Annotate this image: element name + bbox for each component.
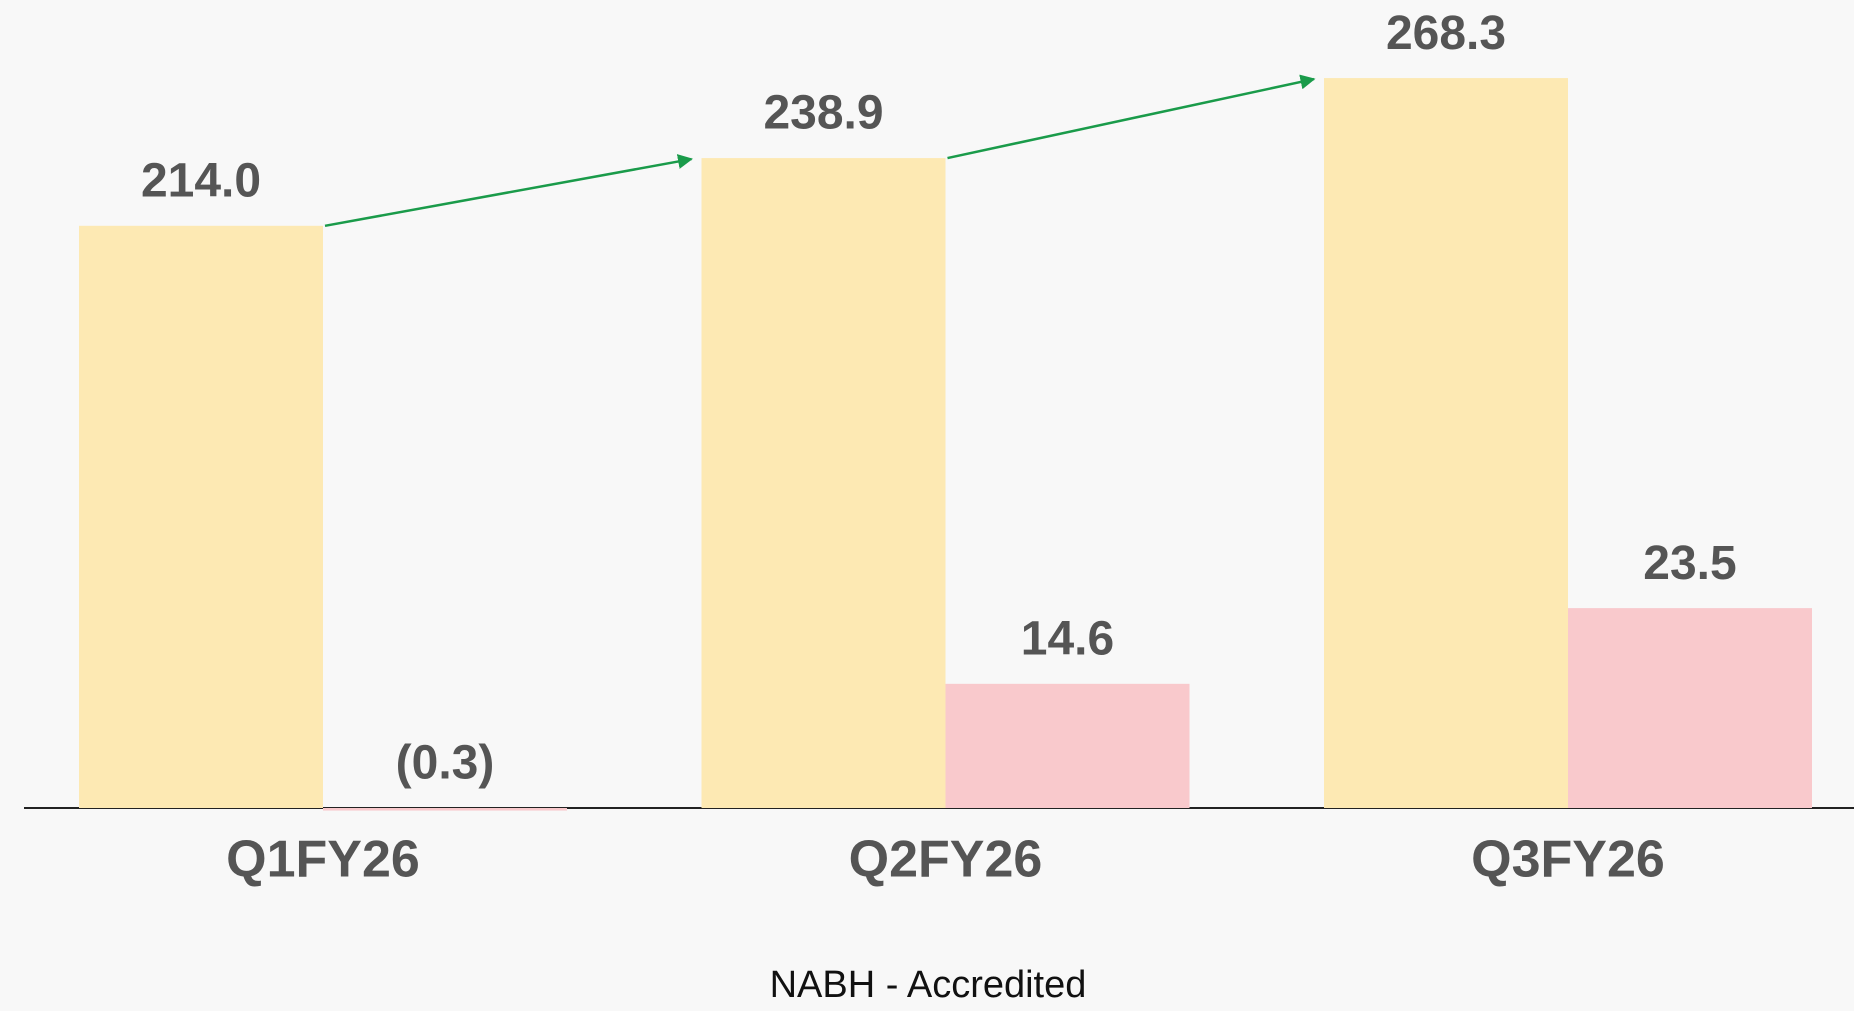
x-tick-label: Q2FY26 — [849, 831, 1043, 889]
bar — [701, 158, 946, 808]
x-tick-label: Q1FY26 — [226, 831, 420, 889]
value-label: 214.0 — [141, 154, 261, 207]
footer: NABH - Accredited — [770, 964, 1087, 1006]
bar — [1568, 608, 1812, 808]
bar — [79, 225, 323, 809]
value-label: 23.5 — [1643, 537, 1736, 590]
value-label: 268.3 — [1386, 7, 1506, 60]
bar — [1324, 78, 1568, 808]
bar — [945, 683, 1190, 808]
growth-arrow — [324, 154, 693, 228]
value-label: 238.9 — [763, 87, 883, 140]
value-label: (0.3) — [396, 737, 495, 790]
growth-arrow — [947, 74, 1316, 160]
x-tick-label: Q3FY26 — [1471, 831, 1665, 889]
value-label: 14.6 — [1021, 612, 1114, 665]
bar — [323, 808, 567, 811]
